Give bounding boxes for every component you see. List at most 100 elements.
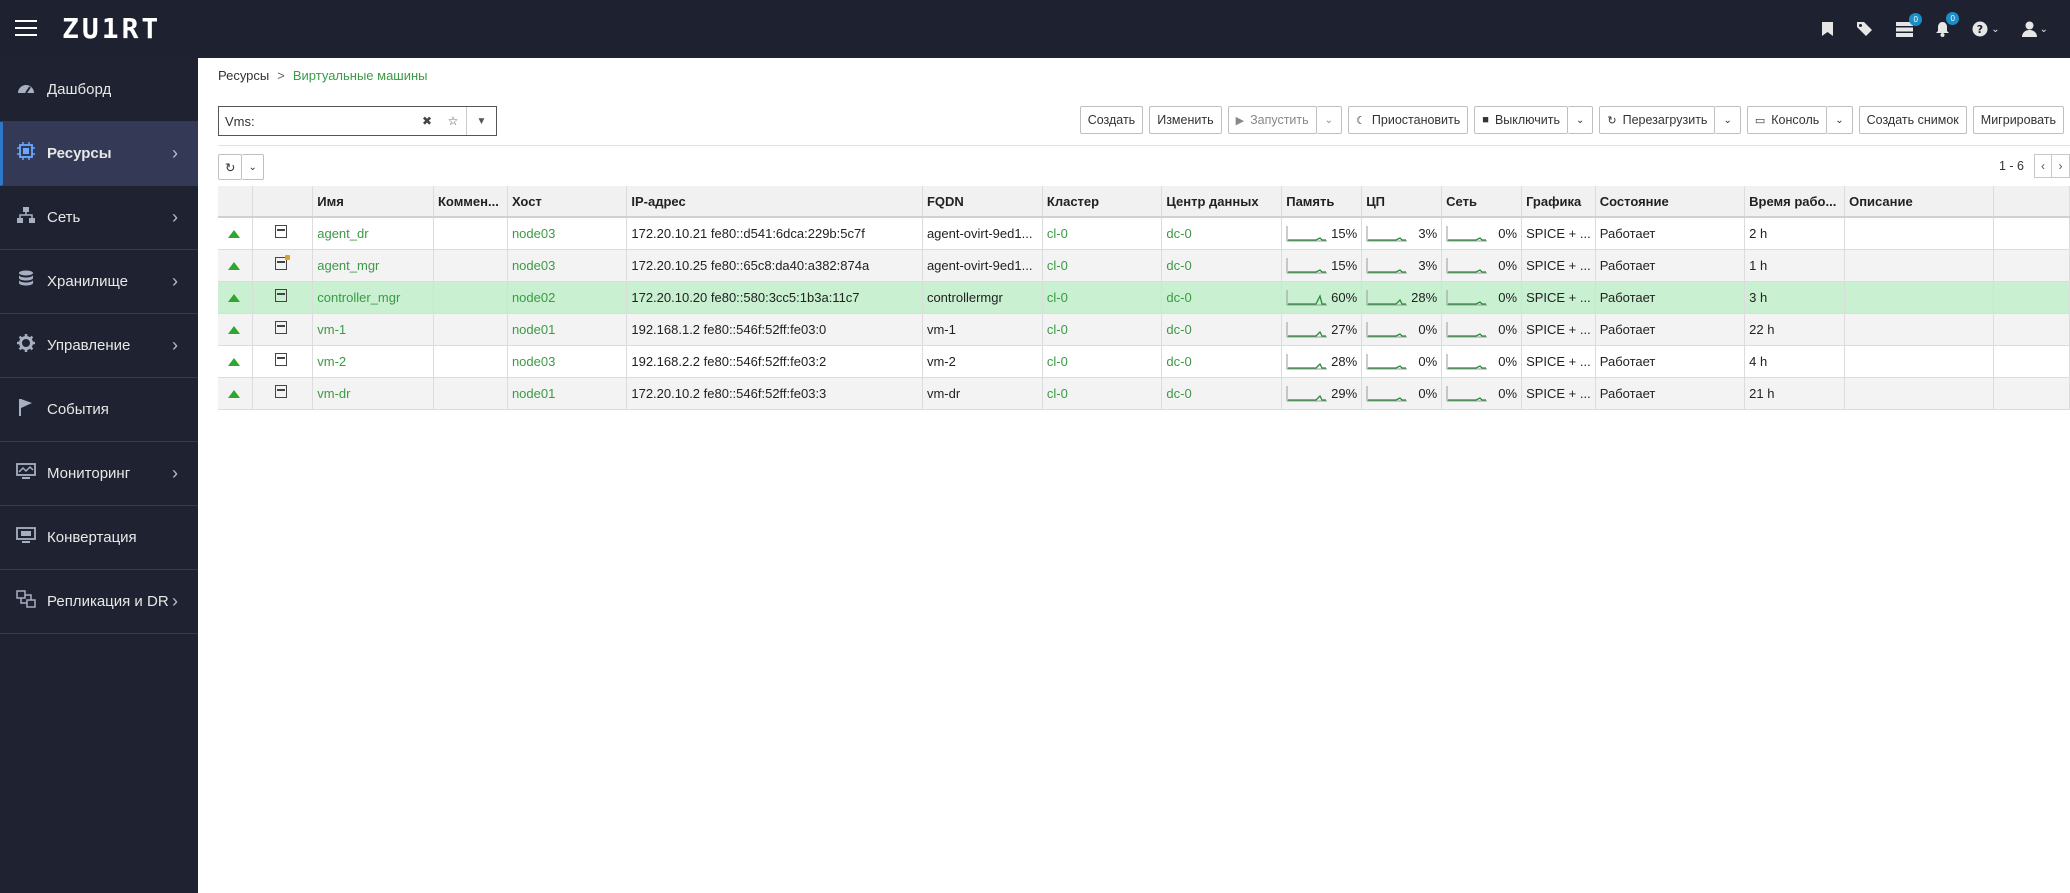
- cluster-link[interactable]: cl-0: [1046, 321, 1068, 337]
- next-page-icon[interactable]: ›: [2052, 154, 2070, 178]
- col-status[interactable]: [218, 186, 254, 218]
- cluster-link[interactable]: cl-0: [1046, 289, 1068, 305]
- col-network[interactable]: Сеть: [1441, 186, 1523, 218]
- vm-icon: [275, 225, 288, 239]
- table-row[interactable]: controller_mgr node02 172.20.10.20 fe80:…: [218, 281, 2070, 314]
- datacenter-link[interactable]: dc-0: [1166, 289, 1192, 305]
- menu-icon[interactable]: [15, 20, 37, 38]
- migrate-button[interactable]: Мигрировать: [1972, 106, 2064, 134]
- col-cluster[interactable]: Кластер: [1042, 186, 1163, 218]
- shutdown-dropdown[interactable]: ⌄: [1568, 106, 1594, 134]
- vm-name-link[interactable]: agent_dr: [317, 225, 369, 241]
- run-button[interactable]: ▶ Запустить: [1227, 106, 1317, 134]
- vm-name-link[interactable]: controller_mgr: [317, 289, 401, 305]
- col-uptime[interactable]: Время рабо...: [1744, 186, 1846, 218]
- host-link[interactable]: node01: [511, 321, 556, 337]
- vm-name-link[interactable]: vm-2: [317, 353, 347, 369]
- chevron-down-icon: ⌄: [1991, 23, 2000, 35]
- col-graphics[interactable]: Графика: [1521, 186, 1596, 218]
- datacenter-link[interactable]: dc-0: [1166, 225, 1192, 241]
- status-up-icon: [228, 389, 240, 398]
- pagination: 1 - 6 ‹ ›: [1999, 154, 2070, 178]
- host-link[interactable]: node02: [511, 289, 556, 305]
- sidebar-item-events[interactable]: События: [0, 378, 198, 442]
- sidebar-item-replication[interactable]: Репликация и DR ›: [0, 570, 198, 634]
- console-button-group: ▭ Консоль ⌄: [1746, 106, 1853, 134]
- col-name[interactable]: Имя: [312, 186, 434, 218]
- vm-name-link[interactable]: vm-dr: [317, 385, 351, 401]
- tags-icon[interactable]: [1856, 21, 1874, 37]
- sidebar-item-conversion[interactable]: Конвертация: [0, 506, 198, 570]
- chevron-down-icon[interactable]: ▼: [466, 107, 496, 135]
- sidebar-item-label: Дашборд: [47, 81, 112, 98]
- datacenter-link[interactable]: dc-0: [1166, 257, 1192, 273]
- tasks-icon[interactable]: 0: [1896, 12, 1923, 37]
- bell-icon[interactable]: 0: [1935, 12, 1960, 37]
- table-row[interactable]: vm-2 node03 192.168.2.2 fe80::546f:52ff:…: [218, 345, 2070, 378]
- col-comment[interactable]: Коммен...: [433, 186, 508, 218]
- user-icon[interactable]: ⌄: [2021, 21, 2048, 37]
- description-cell: [1844, 217, 1995, 250]
- cluster-link[interactable]: cl-0: [1046, 385, 1068, 401]
- sidebar-item-monitoring[interactable]: Мониторинг ›: [0, 442, 198, 506]
- moon-icon: ☾: [1356, 114, 1366, 127]
- fqdn-cell: controllermgr: [922, 281, 1043, 314]
- col-cpu[interactable]: ЦП: [1361, 186, 1443, 218]
- table-row[interactable]: vm-1 node01 192.168.1.2 fe80::546f:52ff:…: [218, 313, 2070, 346]
- star-icon[interactable]: ☆: [447, 114, 459, 128]
- table-row[interactable]: vm-dr node01 172.20.10.2 fe80::546f:52ff…: [218, 377, 2070, 410]
- col-ip[interactable]: IP-адрес: [626, 186, 923, 218]
- sidebar-item-resources[interactable]: Ресурсы ›: [0, 122, 198, 186]
- suspend-button[interactable]: ☾ Приостановить: [1348, 106, 1469, 134]
- prev-page-icon[interactable]: ‹: [2034, 154, 2052, 178]
- col-description[interactable]: Описание: [1844, 186, 1995, 218]
- sidebar-item-network[interactable]: Сеть ›: [0, 186, 198, 250]
- cluster-link[interactable]: cl-0: [1046, 257, 1068, 273]
- datacenter-link[interactable]: dc-0: [1166, 321, 1192, 337]
- col-type[interactable]: [252, 186, 314, 218]
- network-icon: [13, 207, 39, 228]
- refresh-button[interactable]: ↻: [218, 154, 243, 180]
- host-link[interactable]: node03: [511, 225, 556, 241]
- console-dropdown[interactable]: ⌄: [1827, 106, 1853, 134]
- svg-text:?: ?: [1977, 23, 1983, 36]
- datacenter-link[interactable]: dc-0: [1166, 385, 1192, 401]
- shutdown-button[interactable]: ■ Выключить: [1474, 106, 1568, 134]
- refresh-dropdown[interactable]: ⌄: [242, 154, 264, 180]
- reboot-dropdown[interactable]: ⌄: [1715, 106, 1741, 134]
- vm-name-link[interactable]: agent_mgr: [317, 257, 380, 273]
- type-cell: [252, 313, 314, 346]
- sidebar-item-management[interactable]: Управление ›: [0, 314, 198, 378]
- datacenter-link[interactable]: dc-0: [1166, 353, 1192, 369]
- search-input[interactable]: Vms:: [225, 113, 255, 129]
- help-icon[interactable]: ? ⌄: [1972, 21, 2000, 37]
- col-host[interactable]: Хост: [507, 186, 628, 218]
- reboot-button[interactable]: ↻ Перезагрузить: [1599, 106, 1716, 134]
- sidebar-item-dashboard[interactable]: Дашборд: [0, 58, 198, 122]
- col-fqdn[interactable]: FQDN: [922, 186, 1043, 218]
- host-link[interactable]: node01: [511, 385, 556, 401]
- col-state[interactable]: Состояние: [1595, 186, 1746, 218]
- table-row[interactable]: agent_dr node03 172.20.10.21 fe80::d541:…: [218, 217, 2070, 250]
- graphics-cell: SPICE + ...: [1521, 377, 1596, 410]
- host-link[interactable]: node03: [511, 353, 556, 369]
- host-link[interactable]: node03: [511, 257, 556, 273]
- cluster-link[interactable]: cl-0: [1046, 225, 1068, 241]
- vm-name-link[interactable]: vm-1: [317, 321, 347, 337]
- sidebar-item-label: Хранилище: [47, 273, 128, 290]
- col-datacenter[interactable]: Центр данных: [1161, 186, 1283, 218]
- cpu-cell: 0%: [1361, 345, 1443, 378]
- run-dropdown[interactable]: ⌄: [1316, 106, 1343, 134]
- clear-icon[interactable]: ✖: [421, 114, 433, 128]
- snapshot-button[interactable]: Создать снимок: [1858, 106, 1967, 134]
- cpu-value: 3%: [1418, 257, 1438, 273]
- create-button[interactable]: Создать: [1079, 106, 1144, 134]
- edit-button[interactable]: Изменить: [1149, 106, 1222, 134]
- sidebar-item-storage[interactable]: Хранилище ›: [0, 250, 198, 314]
- breadcrumb-root[interactable]: Ресурсы: [218, 68, 270, 83]
- col-memory[interactable]: Память: [1281, 186, 1363, 218]
- cluster-link[interactable]: cl-0: [1046, 353, 1068, 369]
- console-button[interactable]: ▭ Консоль: [1746, 106, 1828, 134]
- table-row[interactable]: agent_mgr node03 172.20.10.25 fe80::65c8…: [218, 249, 2070, 282]
- bookmark-icon[interactable]: [1821, 21, 1834, 37]
